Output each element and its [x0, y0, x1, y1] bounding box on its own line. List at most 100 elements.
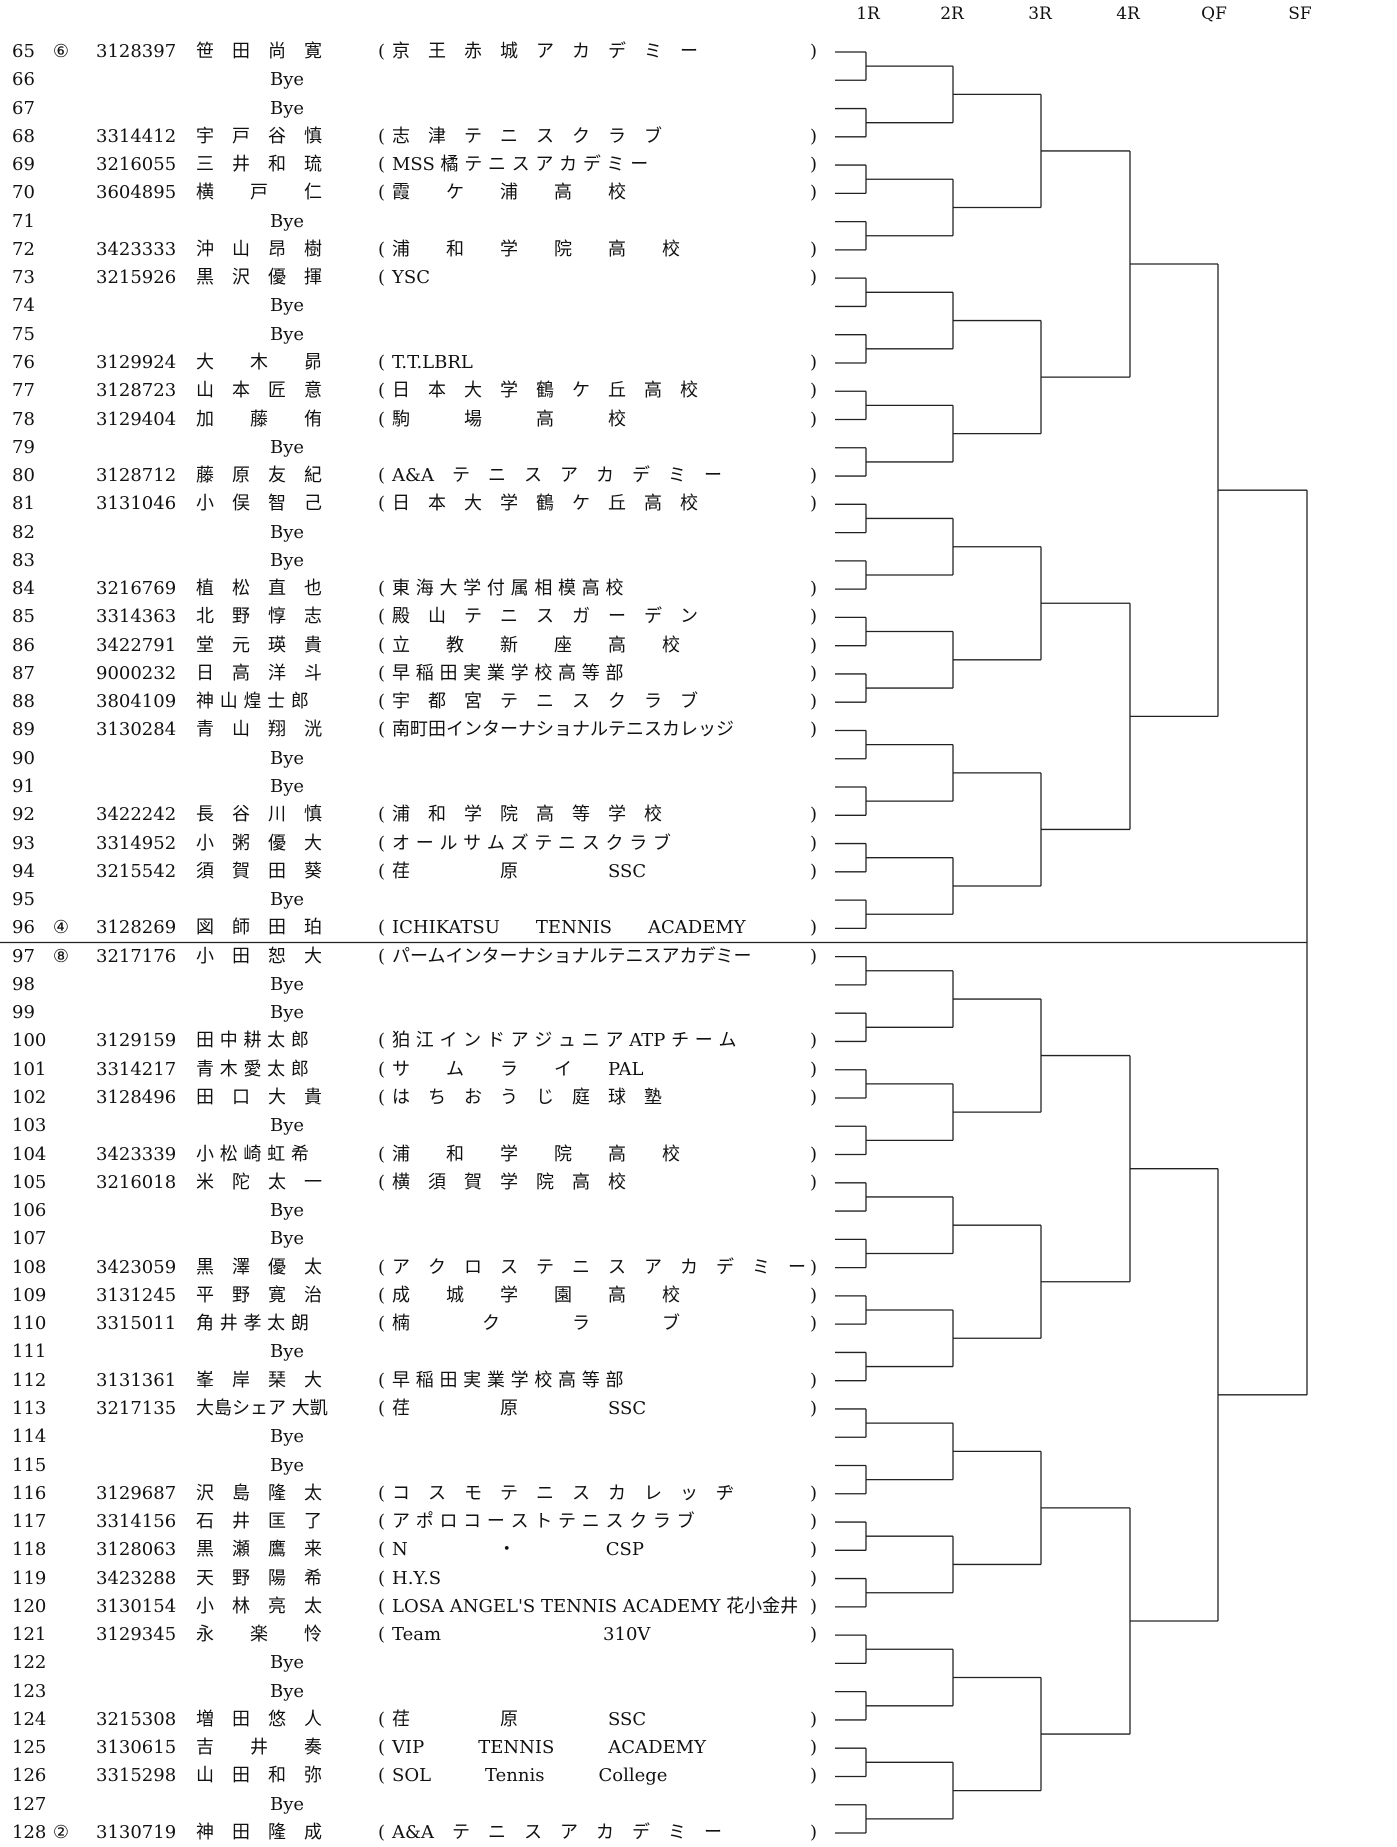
draw-entry: 108 3423059 黒 澤 優 太 (ア ク ロ ス テ ニ ス ア カ デ ミ … [0, 1254, 870, 1282]
draw-entry: 96 ④ 3128269 図 師 田 珀 (ICHIKATSU TENNIS ACADE… [0, 914, 870, 942]
draw-number: 75 [12, 323, 35, 345]
player-name: 田 中 耕 太 郎 [196, 1030, 309, 1052]
draw-number: 119 [12, 1567, 47, 1589]
player-id: 3314217 [96, 1058, 177, 1080]
player-id: 3131245 [96, 1284, 177, 1306]
draw-number: 121 [12, 1624, 47, 1646]
player-id: 3129687 [96, 1482, 177, 1504]
club-close-paren: ) [810, 1482, 818, 1504]
draw-entry: 86 3422791 堂 元 瑛 貴 (立 教 新 座 高 校) [0, 632, 870, 660]
draw-entry: 107 Bye [0, 1225, 870, 1253]
club-open-paren: ( [378, 238, 386, 260]
player-id: 3216055 [96, 154, 177, 176]
club-close-paren: ) [810, 238, 818, 260]
draw-entry: 78 3129404 加 藤 侑 (駒 場 高 校) [0, 406, 870, 434]
draw-entry: 84 3216769 植 松 直 也 (東 海 大 学 付 属 相 模 高 校) [0, 575, 870, 603]
draw-number: 67 [12, 97, 35, 119]
draw-number: 113 [12, 1397, 47, 1419]
draw-entry: 93 3314952 小 粥 優 大 (オ ー ル サ ム ズ テ ニ ス ク ラ ブ… [0, 830, 870, 858]
club-close-paren: ) [810, 182, 818, 204]
club-name: H.Y.S [392, 1567, 442, 1589]
seed-mark: ⑧ [52, 945, 70, 967]
club-name: 荏 原 SSC [392, 860, 647, 882]
club-name: YSC [392, 267, 430, 289]
draw-entry: 100 3129159 田 中 耕 太 郎 (狛 江 イ ン ド ア ジ ュ ニ ア … [0, 1027, 870, 1055]
bye-label: Bye [270, 549, 305, 571]
club-open-paren: ( [378, 578, 386, 600]
draw-entry: 119 3423288 天 野 陽 希 (H.Y.S) [0, 1565, 870, 1593]
club-name: 早 稲 田 実 業 学 校 高 等 部 [392, 1369, 624, 1391]
club-close-paren: ) [810, 1397, 818, 1419]
bye-label: Bye [270, 1652, 305, 1674]
round-header-4r: 4R [1116, 4, 1140, 24]
club-close-paren: ) [810, 1143, 818, 1165]
club-open-paren: ( [378, 1058, 386, 1080]
player-id: 3128496 [96, 1086, 177, 1108]
club-name: A&A テ ニ ス ア カ デ ミ ー [392, 465, 723, 487]
draw-number: 80 [12, 465, 35, 487]
draw-number: 103 [12, 1115, 47, 1137]
player-id: 3216769 [96, 578, 177, 600]
draw-number: 123 [12, 1680, 47, 1702]
player-name: 須 賀 田 葵 [196, 860, 322, 882]
draw-entry: 102 3128496 田 口 大 貴 (は ち お う じ 庭 球 塾) [0, 1084, 870, 1112]
club-open-paren: ( [378, 1822, 386, 1843]
draw-entry: 110 3315011 角 井 孝 太 朗 (楠 ク ラ ブ) [0, 1310, 870, 1338]
draw-entry: 91 Bye [0, 773, 870, 801]
player-name: 平 野 寛 治 [196, 1284, 322, 1306]
club-open-paren: ( [378, 465, 386, 487]
player-name: 大島シェア 大凱 [196, 1397, 328, 1419]
player-name: 小 粥 優 大 [196, 832, 322, 854]
draw-entry: 95 Bye [0, 886, 870, 914]
draw-number: 102 [12, 1086, 47, 1108]
club-open-paren: ( [378, 41, 386, 62]
draw-entry: 92 3422242 長 谷 川 慎 (浦 和 学 院 高 等 学 校) [0, 801, 870, 829]
draw-entry: 82 Bye [0, 519, 870, 547]
player-name: 角 井 孝 太 朗 [196, 1313, 309, 1335]
player-name: 大 木 昴 [196, 351, 322, 373]
club-name: Team 310V [392, 1624, 651, 1646]
draw-entry: 98 Bye [0, 971, 870, 999]
club-close-paren: ) [810, 945, 818, 967]
draw-entry: 115 Bye [0, 1452, 870, 1480]
draw-number: 124 [12, 1708, 47, 1730]
player-name: 山 田 和 弥 [196, 1765, 322, 1787]
player-id: 3804109 [96, 691, 177, 713]
club-name: ア ポ ロ コ ー ス ト テ ニ ス ク ラ ブ [392, 1511, 695, 1533]
club-name: 日 本 大 学 鶴 ケ 丘 高 校 [392, 380, 698, 402]
club-close-paren: ) [810, 1708, 818, 1730]
player-id: 3314412 [96, 125, 177, 147]
club-open-paren: ( [378, 125, 386, 147]
draw-number: 120 [12, 1595, 47, 1617]
club-close-paren: ) [810, 1369, 818, 1391]
club-close-paren: ) [810, 860, 818, 882]
club-open-paren: ( [378, 351, 386, 373]
club-open-paren: ( [378, 1708, 386, 1730]
club-name: ア ク ロ ス テ ニ ス ア カ デ ミ ー [392, 1256, 806, 1278]
player-name: 横 戸 仁 [196, 182, 322, 204]
draw-entry: 79 Bye [0, 434, 870, 462]
club-open-paren: ( [378, 493, 386, 515]
club-close-paren: ) [810, 41, 818, 62]
draw-entry: 104 3423339 小 松 崎 虹 希 (浦 和 学 院 高 校) [0, 1141, 870, 1169]
club-open-paren: ( [378, 1313, 386, 1335]
player-name: 日 高 洋 斗 [196, 662, 322, 684]
club-close-paren: ) [810, 1567, 818, 1589]
club-name: ICHIKATSU TENNIS ACADEMY [392, 917, 746, 939]
bye-label: Bye [270, 1200, 305, 1222]
player-name: 沢 島 隆 太 [196, 1482, 322, 1504]
player-name: 神 山 煌 士 郎 [196, 691, 309, 713]
club-close-paren: ) [810, 1284, 818, 1306]
round-header-sf: SF [1288, 4, 1312, 24]
club-name: 横 須 賀 学 院 高 校 [392, 1171, 626, 1193]
club-name: サ ム ラ イ PAL [392, 1058, 644, 1080]
draw-entry: 118 3128063 黒 瀬 鷹 来 (N ・ CSP) [0, 1536, 870, 1564]
player-name: 天 野 陽 希 [196, 1567, 322, 1589]
club-name: T.T.LBRL [392, 351, 473, 373]
club-name: 駒 場 高 校 [392, 408, 626, 430]
draw-entry: 81 3131046 小 俣 智 己 (日 本 大 学 鶴 ケ 丘 高 校) [0, 490, 870, 518]
round-header-2r: 2R [940, 4, 964, 24]
player-id: 3128712 [96, 465, 177, 487]
club-name: 宇 都 宮 テ ニ ス ク ラ ブ [392, 691, 698, 713]
player-name: 峯 岸 琹 大 [196, 1369, 322, 1391]
